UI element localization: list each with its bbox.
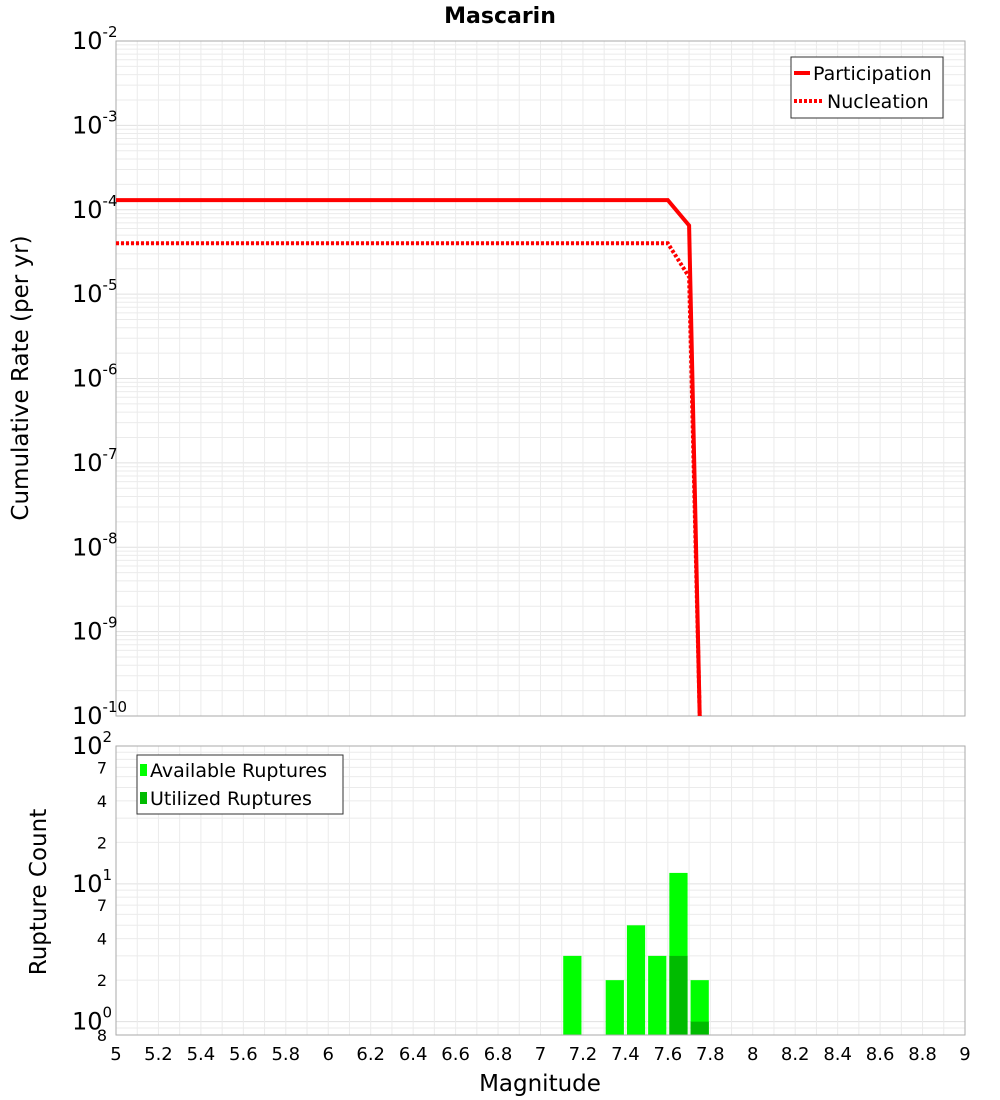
x-tick-label: 5.2 [144,1044,173,1065]
y-tick-label: 10-3 [72,107,118,139]
top-plot-area [116,198,702,717]
legend-nucleation-label: Nucleation [827,91,929,113]
x-tick-label: 8.4 [823,1044,852,1065]
x-tick-label: 5.8 [271,1044,300,1065]
x-tick-label: 9 [959,1044,970,1065]
y-minor-tick-label: 7 [97,896,107,915]
x-tick-label: 6.8 [484,1044,513,1065]
top-legend: Participation Nucleation [790,56,944,119]
x-tick-label: 7.2 [569,1044,598,1065]
y-minor-tick-label: 2 [97,833,107,852]
y-tick-label: 10-9 [72,614,118,646]
legend-available-swatch [140,764,147,776]
available-rupture-bar [690,980,709,1035]
legend-participation-label: Participation [813,63,932,85]
y-tick-label: 100 [72,1004,112,1036]
top-panel-grid [115,41,966,717]
x-tick-label: 5 [110,1044,121,1065]
bottom-y-axis-label: Rupture Count [26,809,52,975]
available-rupture-bar [563,955,582,1035]
x-tick-label: 5.4 [187,1044,216,1065]
x-tick-label: 7.6 [654,1044,683,1065]
legend-available-label: Available Ruptures [150,760,327,782]
y-tick-label: 102 [72,728,112,760]
x-tick-label: 8.8 [908,1044,937,1065]
y-minor-tick-label: 8 [97,1026,107,1045]
y-minor-tick-label: 7 [97,758,107,777]
y-tick-label: 10-2 [72,23,118,55]
bottom-panel-frame [115,745,966,1036]
y-tick-label: 10-10 [72,698,127,730]
nucleation-line [116,241,702,717]
legend-utilized-label: Utilized Ruptures [150,788,312,810]
bottom-legend: Available Ruptures Utilized Ruptures [136,754,344,815]
participation-line [116,198,702,717]
x-tick-label: 8 [747,1044,758,1065]
x-tick-label: 6.2 [356,1044,385,1065]
utilized-rupture-bar [690,1021,709,1035]
x-tick-label: 5.6 [229,1044,258,1065]
x-tick-label: 6.4 [399,1044,428,1065]
top-panel-frame [115,40,966,717]
utilized-rupture-bar [669,955,688,1035]
x-tick-label: 6.6 [441,1044,470,1065]
y-minor-tick-label: 2 [97,971,107,990]
y-tick-label: 10-7 [72,445,118,477]
chart-title: Mascarin [444,4,556,29]
y-tick-label: 101 [72,866,112,898]
x-tick-label: 7 [535,1044,546,1065]
available-rupture-bar [605,980,624,1035]
x-tick-label: 8.2 [781,1044,810,1065]
bottom-y-axis: 102 101 100 7 4 2 7 4 2 8 [72,728,112,1045]
y-tick-label: 10-6 [72,361,118,393]
y-minor-tick-label: 4 [97,792,107,811]
x-tick-label: 7.4 [611,1044,640,1065]
y-tick-label: 10-5 [72,276,118,308]
y-tick-label: 10-4 [72,192,118,224]
top-y-axis: 10-2 10-3 10-4 10-5 10-6 10-7 10-8 10-9 10-10 [72,23,127,730]
y-minor-tick-label: 4 [97,930,107,949]
bottom-plot-area [563,872,709,1035]
x-axis: 5 5.2 5.4 5.6 5.8 6 6.2 6.4 6.6 6.8 7 7.2 7.4 7.6 7.8 8… [110,1044,970,1065]
y-tick-label: 10-8 [72,529,118,561]
x-tick-label: 6 [323,1044,334,1065]
top-y-axis-label: Cumulative Rate (per yr) [8,235,34,520]
x-tick-label: 8.6 [866,1044,895,1065]
x-tick-label: 7.8 [696,1044,725,1065]
available-rupture-bar [648,955,667,1035]
available-rupture-bar [626,925,646,1035]
legend-utilized-swatch [140,792,147,804]
x-axis-label: Magnitude [479,1071,601,1097]
